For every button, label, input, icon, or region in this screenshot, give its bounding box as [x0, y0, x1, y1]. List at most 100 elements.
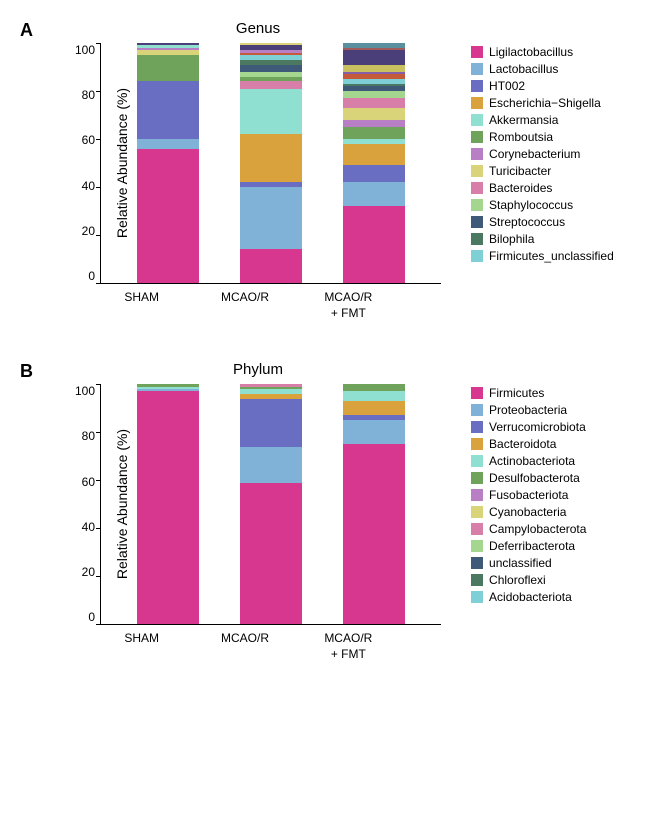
ytick — [96, 432, 101, 433]
bar-segment — [137, 81, 199, 139]
legend-item: Ligilactobacillus — [471, 45, 614, 59]
legend-label: Turicibacter — [489, 164, 551, 178]
panel-b-label: B — [20, 361, 33, 382]
panel-a-chart: Genus Relative Abundance (%) 10080604020… — [75, 20, 441, 321]
panel-a-plot — [100, 43, 441, 284]
legend-label: Cyanobacteria — [489, 505, 566, 519]
bar-segment — [240, 134, 302, 182]
xtick-label: SHAM — [111, 631, 173, 662]
legend-label: Streptococcus — [489, 215, 565, 229]
legend-item: Verrucomicrobiota — [471, 420, 586, 434]
legend-label: Firmicutes_unclassified — [489, 249, 614, 263]
panel-b-plotwrap: Relative Abundance (%) 100806040200 — [75, 384, 441, 625]
panel-a-label: A — [20, 20, 33, 41]
legend-item: Proteobacteria — [471, 403, 586, 417]
legend-label: Desulfobacterota — [489, 471, 580, 485]
legend-swatch — [471, 165, 483, 177]
ytick-label: 80 — [82, 429, 95, 443]
ytick — [96, 187, 101, 188]
ytick-label: 40 — [82, 179, 95, 193]
xtick-label: MCAO/R+ FMT — [317, 290, 379, 321]
ytick-label: 20 — [82, 565, 95, 579]
bar — [137, 384, 199, 624]
panel-a-xlabels: SHAMMCAO/RMCAO/R+ FMT — [75, 284, 415, 321]
legend-swatch — [471, 114, 483, 126]
legend-label: Campylobacterota — [489, 522, 586, 536]
ytick-label: 20 — [82, 224, 95, 238]
bar-segment — [240, 249, 302, 283]
legend-label: Bacteroides — [489, 181, 552, 195]
ytick — [96, 480, 101, 481]
bar-segment — [343, 127, 405, 139]
legend-label: HT002 — [489, 79, 525, 93]
xtick-label: SHAM — [111, 290, 173, 321]
bar-segment — [343, 120, 405, 127]
bar-segment — [343, 108, 405, 120]
bar — [240, 43, 302, 283]
bar-segment — [240, 399, 302, 447]
legend-label: Actinobacteriota — [489, 454, 575, 468]
legend-item: Cyanobacteria — [471, 505, 586, 519]
legend-label: Ligilactobacillus — [489, 45, 573, 59]
bar — [343, 43, 405, 283]
legend-swatch — [471, 489, 483, 501]
panel-a-plotwrap: Relative Abundance (%) 100806040200 — [75, 43, 441, 284]
legend-swatch — [471, 557, 483, 569]
legend-item: Streptococcus — [471, 215, 614, 229]
xtick-label: MCAO/R — [214, 631, 276, 662]
legend-swatch — [471, 233, 483, 245]
ytick-label: 60 — [82, 133, 95, 147]
bar-segment — [137, 391, 199, 624]
panel-b-yaxis: Relative Abundance (%) 100806040200 — [75, 384, 100, 624]
legend-item: Desulfobacterota — [471, 471, 586, 485]
legend-item: Campylobacterota — [471, 522, 586, 536]
legend-label: Firmicutes — [489, 386, 544, 400]
ytick — [96, 528, 101, 529]
bar-segment — [240, 65, 302, 72]
legend-swatch — [471, 523, 483, 535]
ytick — [96, 624, 101, 625]
bar-segment — [137, 149, 199, 283]
legend-item: Chloroflexi — [471, 573, 586, 587]
legend-swatch — [471, 46, 483, 58]
panel-a-title: Genus — [75, 20, 441, 37]
bar-segment — [343, 165, 405, 182]
bar-segment — [343, 182, 405, 206]
panel-b-chart: Phylum Relative Abundance (%) 1008060402… — [75, 361, 441, 662]
bar — [343, 384, 405, 624]
bar-segment — [240, 187, 302, 249]
legend-item: Staphylococcus — [471, 198, 614, 212]
legend-label: Lactobacillus — [489, 62, 558, 76]
legend-item: Firmicutes_unclassified — [471, 249, 614, 263]
legend-swatch — [471, 199, 483, 211]
ytick — [96, 576, 101, 577]
panel-b-title: Phylum — [75, 361, 441, 378]
legend-item: Bacteroides — [471, 181, 614, 195]
legend-swatch — [471, 97, 483, 109]
bar-segment — [137, 55, 199, 81]
ytick — [96, 43, 101, 44]
legend-label: Corynebacterium — [489, 147, 580, 161]
bar — [240, 384, 302, 624]
legend-swatch — [471, 148, 483, 160]
ytick-label: 0 — [88, 269, 95, 283]
legend-label: Staphylococcus — [489, 198, 573, 212]
legend-swatch — [471, 455, 483, 467]
ytick — [96, 235, 101, 236]
bar-segment — [137, 139, 199, 149]
bar-segment — [343, 65, 405, 72]
legend-swatch — [471, 591, 483, 603]
legend-swatch — [471, 250, 483, 262]
ytick — [96, 283, 101, 284]
legend-item: Akkermansia — [471, 113, 614, 127]
panel-b-plot — [100, 384, 441, 625]
legend-item: Bilophila — [471, 232, 614, 246]
legend-swatch — [471, 472, 483, 484]
bar-segment — [240, 483, 302, 625]
legend-item: Lactobacillus — [471, 62, 614, 76]
legend-label: Akkermansia — [489, 113, 558, 127]
panel-a-row: Genus Relative Abundance (%) 10080604020… — [20, 20, 633, 321]
bar-segment — [343, 91, 405, 98]
legend-swatch — [471, 421, 483, 433]
legend-label: Bacteroidota — [489, 437, 556, 451]
